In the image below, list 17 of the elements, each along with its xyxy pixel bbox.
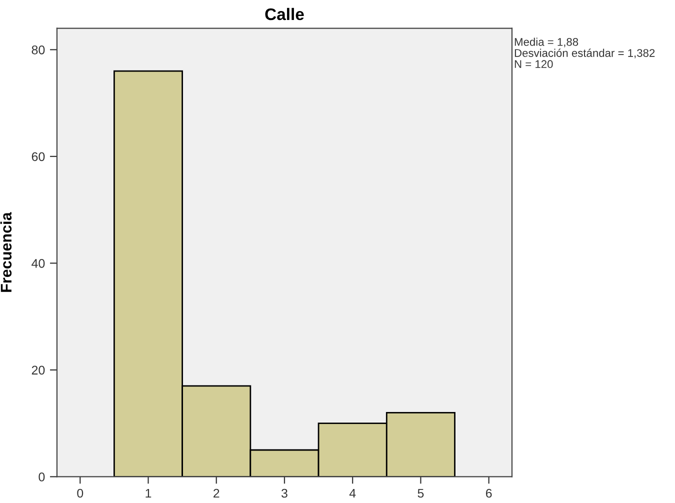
x-tick-label: 1 (146, 488, 152, 498)
y-tick-label: 20 (32, 366, 45, 375)
text: N = 120 (514, 60, 553, 68)
x-tick-label: 5 (418, 488, 424, 498)
chart-title: Calle (265, 8, 304, 20)
y-tick-label: 80 (32, 45, 45, 54)
y-tick-label: 0 (38, 472, 45, 482)
x-tick-label: 4 (349, 488, 356, 498)
y-tick-label: 40 (32, 258, 45, 268)
y-axis-title: Frecuencia (0, 212, 12, 292)
text: Desviación estándar = 1,382 (514, 48, 655, 58)
x-tick-label: 2 (214, 488, 220, 498)
y-tick-label: 60 (32, 152, 45, 162)
x-tick-label: 3 (281, 488, 288, 498)
x-tick-label: 6 (486, 488, 492, 498)
x-tick-label: 0 (77, 488, 84, 498)
text: Media = 1,88 (514, 38, 578, 48)
